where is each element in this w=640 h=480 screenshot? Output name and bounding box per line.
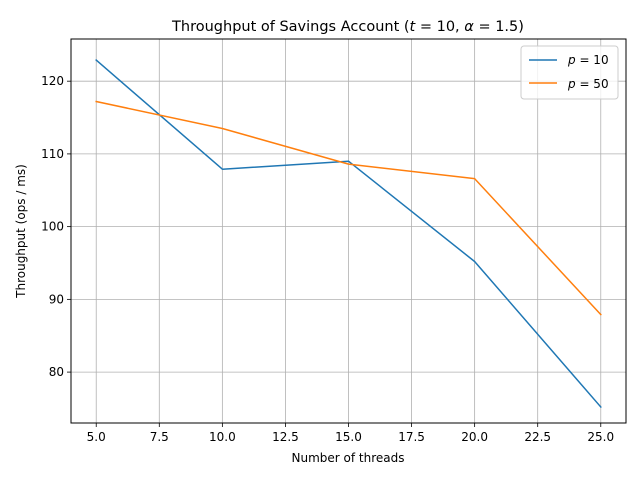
x-tick-label: 17.5 — [398, 430, 425, 444]
y-tick-label: 80 — [49, 365, 64, 379]
x-tick-label: 22.5 — [524, 430, 551, 444]
title-t-value: = 10, — [415, 19, 464, 35]
x-axis-label: Number of threads — [292, 451, 405, 465]
legend-p10-value: = 10 — [576, 53, 609, 67]
x-axis-ticks: 5.0 7.5 10.0 12.5 15.0 17.5 20.0 22.5 25.0 — [87, 423, 614, 444]
legend: p = 10 p = 50 — [520, 45, 619, 100]
x-tick-label: 7.5 — [150, 430, 169, 444]
x-tick-label: 5.0 — [87, 430, 106, 444]
y-tick-label: 110 — [41, 147, 64, 161]
x-tick-label: 15.0 — [335, 430, 362, 444]
series-line-p10 — [95, 59, 602, 409]
x-tick-label: 12.5 — [272, 430, 299, 444]
chart-title: Throughput of Savings Account (t = 10, α… — [171, 19, 524, 35]
legend-p50-var: p — [567, 77, 576, 91]
x-tick-label: 20.0 — [461, 430, 488, 444]
legend-p10-var: p — [567, 53, 576, 67]
legend-label-p10: p = 10 — [567, 53, 609, 67]
title-t-var: t — [410, 19, 417, 35]
title-alpha-value: = 1.5) — [474, 19, 524, 35]
series-line-p50 — [95, 100, 602, 316]
legend-label-p50: p = 50 — [567, 77, 609, 91]
y-axis-label: Throughput (ops / ms) — [14, 164, 28, 299]
x-tick-label: 25.0 — [587, 430, 614, 444]
series-lines — [95, 59, 602, 409]
legend-p50-value: = 50 — [576, 77, 609, 91]
y-tick-label: 100 — [41, 220, 64, 234]
y-tick-label: 90 — [49, 292, 64, 306]
y-axis-ticks: 80 90 100 110 120 — [41, 74, 71, 379]
x-tick-label: 10.0 — [209, 430, 236, 444]
y-tick-label: 120 — [41, 74, 64, 88]
title-alpha-var: α — [464, 19, 474, 35]
grid-lines — [71, 39, 626, 423]
title-prefix: Throughput of Savings Account ( — [171, 19, 410, 35]
